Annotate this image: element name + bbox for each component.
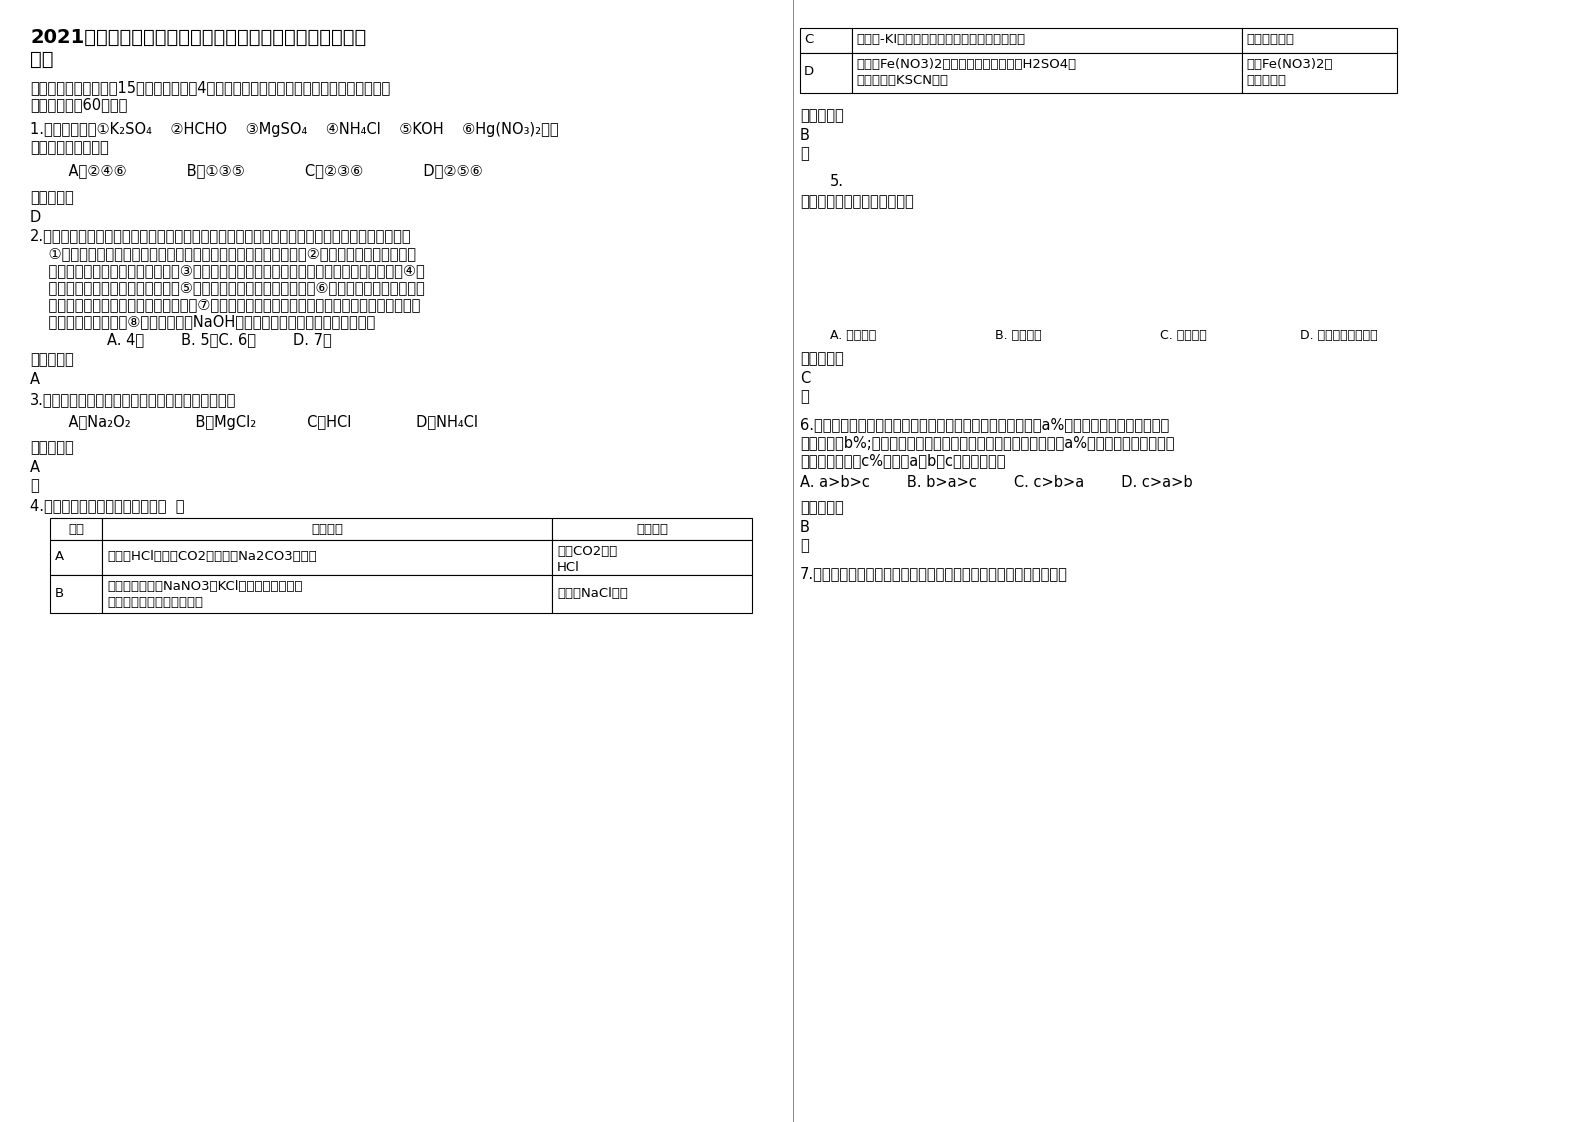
Text: A: A bbox=[56, 550, 63, 563]
Text: 6.浓度不等的两种硫酸溶液等质量混合后，溶液的质量分数为a%，而等体积混合后，溶液的: 6.浓度不等的两种硫酸溶液等质量混合后，溶液的质量分数为a%，而等体积混合后，溶… bbox=[800, 417, 1170, 432]
Text: 始时平视读数，结束时俯视读数；③溶液转移到容量瓶后，烧杯及玻璃棒未用蒸馏水洗涤；④转: 始时平视读数，结束时俯视读数；③溶液转移到容量瓶后，烧杯及玻璃棒未用蒸馏水洗涤；… bbox=[30, 263, 425, 278]
Text: 参考答案：: 参考答案： bbox=[800, 108, 844, 123]
Text: 4.下述实验能达到预期目的的是（  ）: 4.下述实验能达到预期目的的是（ ） bbox=[30, 498, 184, 513]
Text: A、②④⑥             B、①③⑤             C、②③⑥             D、②⑤⑥: A、②④⑥ B、①③⑤ C、②③⑥ D、②⑤⑥ bbox=[51, 163, 482, 178]
Text: 移溶液前容量瓶内有少量蒸馏水；⑤定容时，仰视容量瓶的刻度线；⑥定容后摇匀，发现液面降: 移溶液前容量瓶内有少量蒸馏水；⑤定容时，仰视容量瓶的刻度线；⑥定容后摇匀，发现液… bbox=[30, 280, 425, 295]
Text: A、Na₂O₂              B、MgCl₂           C、HCl              D、NH₄Cl: A、Na₂O₂ B、MgCl₂ C、HCl D、NH₄Cl bbox=[51, 415, 478, 430]
Bar bbox=[960, 229, 1109, 309]
Text: 在淀粉-KI溶液中滴加少量市售食盐配制的溶液: 在淀粉-KI溶液中滴加少量市售食盐配制的溶液 bbox=[855, 33, 1025, 46]
Text: A: A bbox=[30, 460, 40, 475]
Text: C: C bbox=[805, 33, 813, 46]
Bar bbox=[51, 574, 102, 613]
Text: 3.下列物质中，既含有离子键又含有极性共价键的是: 3.下列物质中，既含有离子键又含有极性共价键的是 bbox=[30, 392, 236, 407]
Text: 参考答案：: 参考答案： bbox=[800, 500, 844, 515]
Bar bbox=[852, 28, 1243, 53]
Text: B. 干燥氯气: B. 干燥氯气 bbox=[995, 329, 1041, 342]
Text: 5.: 5. bbox=[830, 174, 844, 188]
Text: 化，再滴加KSCN溶液: 化，再滴加KSCN溶液 bbox=[855, 74, 947, 88]
Bar bbox=[1120, 229, 1260, 309]
Text: B: B bbox=[56, 587, 63, 600]
Bar bbox=[51, 518, 102, 540]
Text: A. 喷泉实验: A. 喷泉实验 bbox=[830, 329, 876, 342]
Text: 用少量水洗涤量筒；⑧在烧杯中溶解NaOH后，立即将所得溶液注入容量瓶中。: 用少量水洗涤量筒；⑧在烧杯中溶解NaOH后，立即将所得溶液注入容量瓶中。 bbox=[30, 314, 375, 329]
Text: A. 4项        B. 5项C. 6项        D. 7项: A. 4项 B. 5项C. 6项 D. 7项 bbox=[70, 332, 332, 347]
Text: 缩至有晶体析出，趁热过滤: 缩至有晶体析出，趁热过滤 bbox=[106, 596, 203, 609]
Text: 实验目的: 实验目的 bbox=[636, 523, 668, 536]
Text: 略: 略 bbox=[800, 539, 809, 553]
Text: 检验Fe(NO3)2试: 检验Fe(NO3)2试 bbox=[1246, 58, 1333, 71]
Text: 1.在下列物质：①K₂SO₄    ②HCHO    ③MgSO₄    ④NH₄Cl    ⑤KOH    ⑥Hg(NO₃)₂中，: 1.在下列物质：①K₂SO₄ ②HCHO ③MgSO₄ ④NH₄Cl ⑤KOH … bbox=[30, 122, 559, 137]
Bar bbox=[800, 53, 852, 93]
Text: 7.右图是某盐酸试剂瓶标签的部分内容。据此判定下列说法正确的是: 7.右图是某盐酸试剂瓶标签的部分内容。据此判定下列说法正确的是 bbox=[800, 565, 1068, 581]
Text: 液的质量分数为c%。那么a、b、c数值的关系是: 液的质量分数为c%。那么a、b、c数值的关系是 bbox=[800, 453, 1006, 468]
Text: D: D bbox=[805, 65, 814, 79]
Text: 2.使用容量瓶配制溶液时，由于操作不当，会引起误差，下列情况会使所配溶液浓度偏低的有几项: 2.使用容量瓶配制溶液时，由于操作不当，会引起误差，下列情况会使所配溶液浓度偏低… bbox=[30, 228, 411, 243]
Bar bbox=[552, 574, 752, 613]
Text: 题目要求，共60分。）: 题目要求，共60分。） bbox=[30, 96, 127, 112]
Text: 略: 略 bbox=[800, 389, 809, 404]
Text: 样是否变质: 样是否变质 bbox=[1246, 74, 1285, 88]
Text: 鉴别真假碘盐: 鉴别真假碘盐 bbox=[1246, 33, 1293, 46]
Text: 能使蛋白质变性的是: 能使蛋白质变性的是 bbox=[30, 140, 110, 155]
Bar bbox=[552, 540, 752, 574]
Text: D: D bbox=[30, 210, 41, 226]
Text: A: A bbox=[30, 373, 40, 387]
Text: 编号: 编号 bbox=[68, 523, 84, 536]
Bar bbox=[1274, 229, 1546, 309]
Bar bbox=[552, 518, 752, 540]
Text: 实验内容: 实验内容 bbox=[311, 523, 343, 536]
Text: 将含有HCl杂质的CO2通入饱和Na2CO3溶液中: 将含有HCl杂质的CO2通入饱和Na2CO3溶液中 bbox=[106, 550, 317, 563]
Text: C. 吸收氨气: C. 吸收氨气 bbox=[1160, 329, 1206, 342]
Text: 解析: 解析 bbox=[30, 50, 54, 68]
Bar bbox=[1243, 53, 1397, 93]
Bar bbox=[1243, 28, 1397, 53]
Text: 略: 略 bbox=[30, 478, 38, 493]
Text: ①用天平（使用游码）称量时，被称量物与砝码的位置放颠倒了；②用滴定管量取液体时，开: ①用天平（使用游码）称量时，被称量物与砝码的位置放颠倒了；②用滴定管量取液体时，… bbox=[30, 246, 416, 261]
Text: 参考答案：: 参考答案： bbox=[800, 351, 844, 366]
Text: 2021年湖北省恩施市市熊家岩初级中学高三化学模拟试卷含: 2021年湖北省恩施市市熊家岩初级中学高三化学模拟试卷含 bbox=[30, 28, 367, 47]
Text: 质量分数为b%;浓度不等的两种氨水等质量混合后，其质量分数为a%，而等体积混合后，溶: 质量分数为b%;浓度不等的两种氨水等质量混合后，其质量分数为a%，而等体积混合后… bbox=[800, 435, 1174, 450]
Text: 除去CO2中的: 除去CO2中的 bbox=[557, 545, 617, 558]
Text: 参考答案：: 参考答案： bbox=[30, 352, 73, 367]
Text: 低，又补加少量水，重新达到刻度线；⑦用量筒量取一定量浓硫酸配制稀硫酸，转移到烧杯后，: 低，又补加少量水，重新达到刻度线；⑦用量筒量取一定量浓硫酸配制稀硫酸，转移到烧杯… bbox=[30, 297, 421, 312]
Text: 略: 略 bbox=[800, 146, 809, 160]
Text: B: B bbox=[800, 519, 809, 535]
Bar bbox=[51, 540, 102, 574]
Text: 将少量Fe(NO3)2试样加水溶解，滴加稀H2SO4酸: 将少量Fe(NO3)2试样加水溶解，滴加稀H2SO4酸 bbox=[855, 58, 1076, 71]
Text: 将适量一定量的NaNO3和KCl的混合液加热并浓: 将适量一定量的NaNO3和KCl的混合液加热并浓 bbox=[106, 580, 303, 594]
Text: 下列装置能达到实验目的的是: 下列装置能达到实验目的的是 bbox=[800, 194, 914, 209]
Text: 参考答案：: 参考答案： bbox=[30, 440, 73, 456]
Text: D. 制备氢氧化铁胶体: D. 制备氢氧化铁胶体 bbox=[1300, 329, 1378, 342]
Text: 参考答案：: 参考答案： bbox=[30, 190, 73, 205]
Text: C: C bbox=[800, 371, 811, 386]
Text: A. a>b>c        B. b>a>c        C. c>b>a        D. c>a>b: A. a>b>c B. b>a>c C. c>b>a D. c>a>b bbox=[800, 475, 1192, 490]
Text: 分离出NaCl晶体: 分离出NaCl晶体 bbox=[557, 587, 628, 600]
Bar bbox=[102, 574, 552, 613]
Bar bbox=[852, 53, 1243, 93]
Bar bbox=[102, 518, 552, 540]
Bar bbox=[102, 540, 552, 574]
Bar bbox=[809, 229, 955, 309]
Text: B: B bbox=[800, 128, 809, 142]
Text: HCl: HCl bbox=[557, 561, 579, 574]
Text: 一、单选题（本大题共15个小题，每小题4分。在每小题给出的四个选项中，只有一项符合: 一、单选题（本大题共15个小题，每小题4分。在每小题给出的四个选项中，只有一项符… bbox=[30, 80, 390, 95]
Bar bbox=[800, 28, 852, 53]
